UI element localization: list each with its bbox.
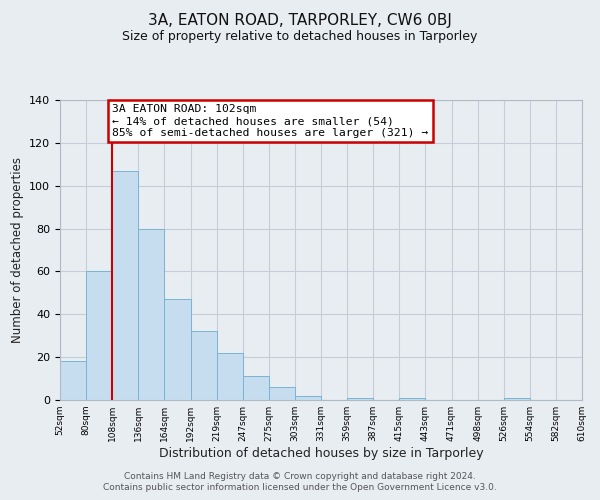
Bar — [347, 398, 373, 400]
Y-axis label: Number of detached properties: Number of detached properties — [11, 157, 23, 343]
Text: 3A EATON ROAD: 102sqm
← 14% of detached houses are smaller (54)
85% of semi-deta: 3A EATON ROAD: 102sqm ← 14% of detached … — [112, 104, 428, 138]
Bar — [86, 272, 112, 400]
X-axis label: Distribution of detached houses by size in Tarporley: Distribution of detached houses by size … — [158, 447, 484, 460]
Bar — [60, 362, 86, 400]
Bar — [242, 376, 269, 400]
Bar — [112, 170, 139, 400]
Text: Contains public sector information licensed under the Open Government Licence v3: Contains public sector information licen… — [103, 484, 497, 492]
Bar — [164, 300, 191, 400]
Bar — [217, 353, 243, 400]
Bar — [269, 387, 295, 400]
Text: 3A, EATON ROAD, TARPORLEY, CW6 0BJ: 3A, EATON ROAD, TARPORLEY, CW6 0BJ — [148, 12, 452, 28]
Text: Contains HM Land Registry data © Crown copyright and database right 2024.: Contains HM Land Registry data © Crown c… — [124, 472, 476, 481]
Bar — [139, 228, 164, 400]
Bar — [295, 396, 321, 400]
Bar — [191, 332, 217, 400]
Bar — [504, 398, 530, 400]
Text: Size of property relative to detached houses in Tarporley: Size of property relative to detached ho… — [122, 30, 478, 43]
Bar — [400, 398, 425, 400]
